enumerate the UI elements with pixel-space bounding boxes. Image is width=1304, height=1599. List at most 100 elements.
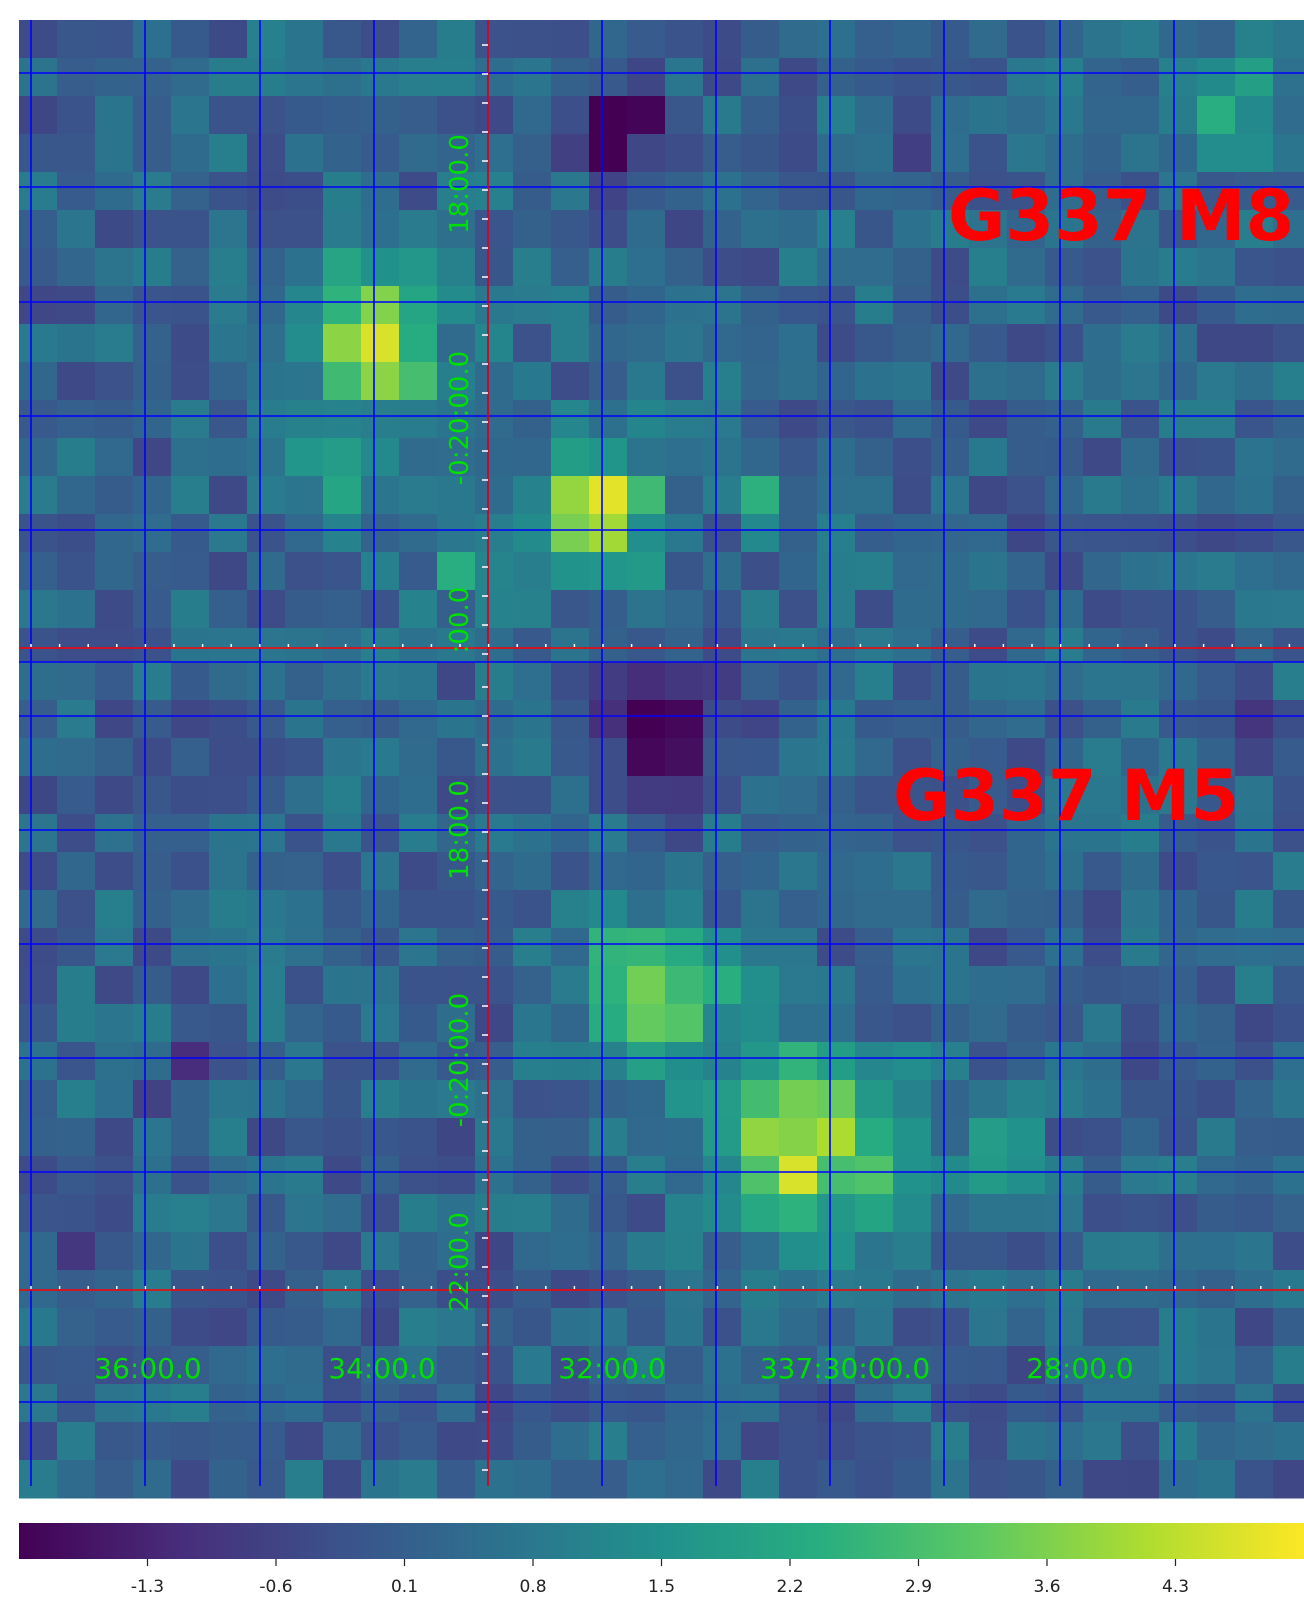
heatmap-pixel [171,814,210,853]
heatmap-pixel [703,814,742,853]
heatmap-pixel [57,1004,96,1043]
heatmap-pixel [931,1080,970,1119]
colorbar-tick-label: 3.6 [1033,1577,1060,1597]
heatmap-pixel [1235,590,1274,629]
heatmap-pixel [57,514,96,553]
heatmap-pixel [855,1460,894,1499]
heatmap-pixel [95,1118,134,1157]
heatmap-pixel [893,20,932,59]
heatmap-pixel [361,662,400,701]
heatmap-pixel [95,1042,134,1081]
heatmap-pixel [551,1042,590,1081]
heatmap-pixel [399,814,438,853]
heatmap-pixel [437,286,476,325]
heatmap-pixel [1045,738,1084,777]
heatmap-pixel [1159,1460,1198,1499]
heatmap-pixel [285,96,324,135]
heatmap-pixel [817,1232,856,1271]
heatmap-pixel [171,1460,210,1499]
heatmap-pixel [893,700,932,739]
heatmap-pixel [19,590,58,629]
heatmap-pixel [741,1346,780,1385]
heatmap-pixel [1007,928,1046,967]
heatmap-pixel [893,96,932,135]
heatmap-pixel [323,700,362,739]
heatmap-pixel [57,1308,96,1347]
heatmap-pixel [817,1194,856,1233]
heatmap-pixel [855,210,894,249]
heatmap-pixel [665,1460,704,1499]
heatmap-pixel [665,324,704,363]
panel-2-axes [19,661,1304,1486]
heatmap-pixel [19,776,58,815]
heatmap-pixel [665,476,704,515]
heatmap-pixel [551,590,590,629]
heatmap-pixel [627,966,666,1005]
heatmap-pixel [969,1156,1008,1195]
heatmap-pixel [361,1080,400,1119]
heatmap-pixel [133,1194,172,1233]
heatmap-pixel [361,1156,400,1195]
heatmap-pixel [1083,1384,1122,1423]
heatmap-pixel [399,362,438,401]
heatmap-pixel [19,700,58,739]
panel-2-heatmap [19,662,1304,1499]
heatmap-pixel [817,552,856,591]
heatmap-pixel [1273,476,1304,515]
heatmap-pixel [1159,134,1198,173]
heatmap-pixel [475,172,514,211]
heatmap-pixel [1121,1004,1160,1043]
heatmap-pixel [855,1004,894,1043]
heatmap-pixel [1121,172,1160,211]
heatmap-pixel [855,1422,894,1461]
colorbar-tick-label: 0.8 [519,1577,546,1597]
heatmap-pixel [57,738,96,777]
heatmap-pixel [19,476,58,515]
heatmap-pixel [95,738,134,777]
heatmap-pixel [171,590,210,629]
heatmap-pixel [323,1080,362,1119]
heatmap-pixel [1007,58,1046,97]
heatmap-pixel [969,400,1008,439]
heatmap-pixel [931,286,970,325]
heatmap-pixel [475,1422,514,1461]
heatmap-pixel [551,96,590,135]
heatmap-pixel [1159,1194,1198,1233]
heatmap-pixel [779,1384,818,1423]
heatmap-pixel [19,172,58,211]
heatmap-pixel [1159,1232,1198,1271]
heatmap-pixel [361,286,400,325]
heatmap-pixel [703,890,742,929]
heatmap-pixel [741,20,780,59]
heatmap-pixel [437,134,476,173]
heatmap-pixel [513,928,552,967]
heatmap-pixel [779,172,818,211]
heatmap-pixel [855,134,894,173]
heatmap-pixel [665,362,704,401]
heatmap-pixel [703,966,742,1005]
heatmap-pixel [513,400,552,439]
heatmap-pixel [551,1232,590,1271]
heatmap-pixel [247,1308,286,1347]
heatmap-pixel [1121,96,1160,135]
heatmap-pixel [1121,1080,1160,1119]
heatmap-pixel [361,20,400,59]
heatmap-pixel [1235,1118,1274,1157]
heatmap-pixel [551,172,590,211]
heatmap-pixel [551,1194,590,1233]
heatmap-pixel [1197,662,1236,701]
heatmap-pixel [741,590,780,629]
heatmap-pixel [19,286,58,325]
heatmap-pixel [513,700,552,739]
heatmap-pixel [969,476,1008,515]
heatmap-pixel [171,1308,210,1347]
heatmap-pixel [855,96,894,135]
heatmap-pixel [893,1232,932,1271]
heatmap-pixel [779,1156,818,1195]
heatmap-pixel [209,890,248,929]
heatmap-pixel [893,1384,932,1423]
heatmap-pixel [893,1194,932,1233]
heatmap-pixel [893,814,932,853]
heatmap-pixel [133,1308,172,1347]
heatmap-pixel [589,1308,628,1347]
